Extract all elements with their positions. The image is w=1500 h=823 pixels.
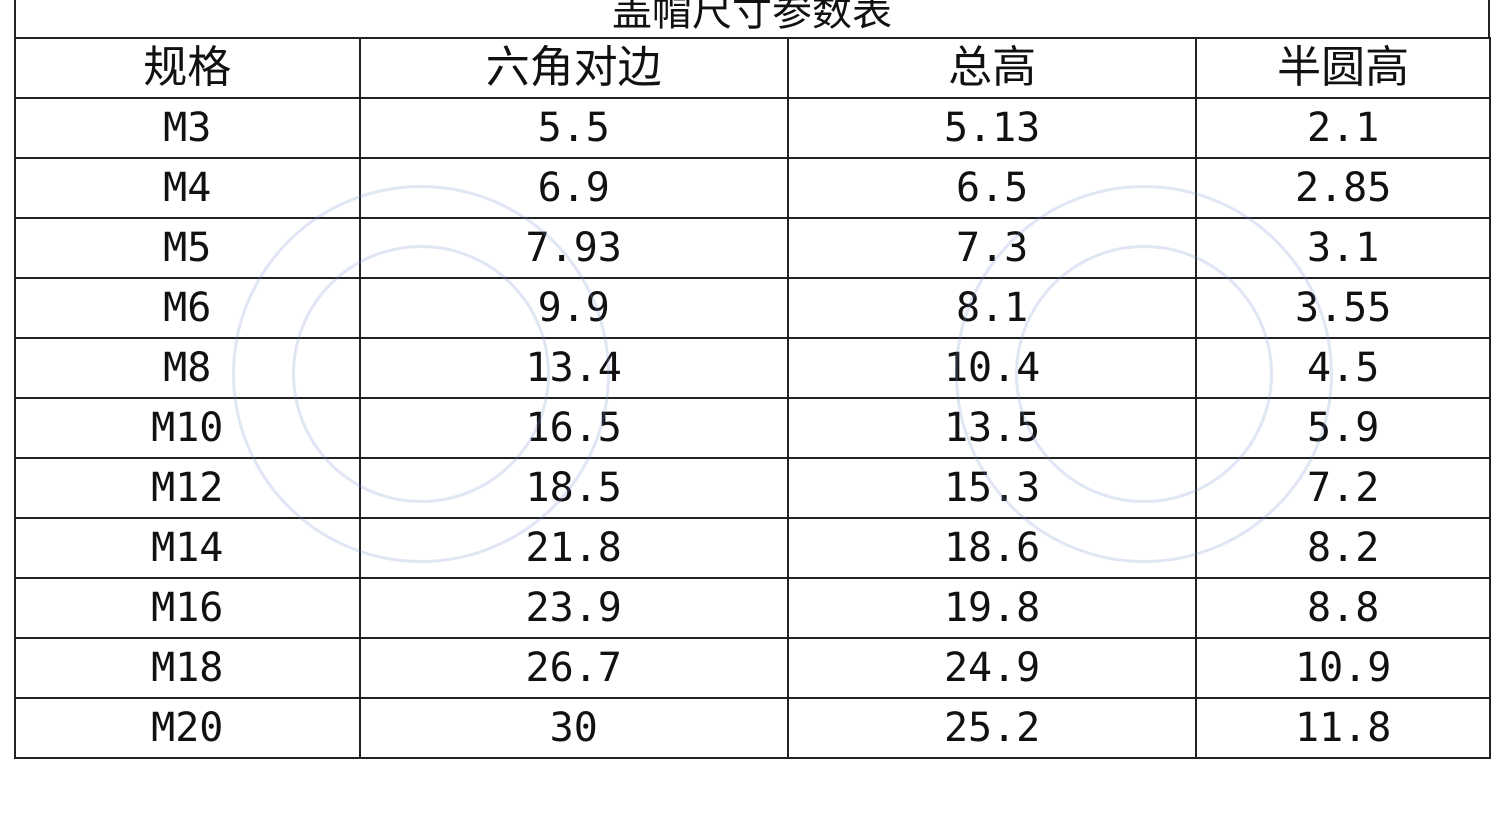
cell-total-height: 18.6: [786, 517, 1198, 579]
cell-dome-height: 3.55: [1195, 277, 1491, 339]
cell-dome-height: 2.85: [1195, 157, 1491, 219]
table-row: M20 30 25.2 11.8: [14, 697, 1491, 759]
cell-hex-across-flats: 21.8: [358, 517, 789, 579]
cell-hex-across-flats: 6.9: [358, 157, 789, 219]
table-title: 盖帽尺寸参数表: [612, 0, 892, 35]
cell-total-height: 7.3: [786, 217, 1198, 279]
table-row: M3 5.5 5.13 2.1: [14, 97, 1491, 159]
table-row: M12 18.5 15.3 7.2: [14, 457, 1491, 519]
header-hex-across-flats: 六角对边: [358, 37, 789, 99]
table-row: M16 23.9 19.8 8.8: [14, 577, 1491, 639]
table-row: M18 26.7 24.9 10.9: [14, 637, 1491, 699]
table-row: M8 13.4 10.4 4.5: [14, 337, 1491, 399]
cell-spec: M4: [14, 157, 361, 219]
cell-spec: M8: [14, 337, 361, 399]
cell-spec: M16: [14, 577, 361, 639]
cell-dome-height: 7.2: [1195, 457, 1491, 519]
title-frame: [14, 0, 1490, 38]
cell-spec: M18: [14, 637, 361, 699]
cell-spec: M14: [14, 517, 361, 579]
cell-hex-across-flats: 9.9: [358, 277, 789, 339]
table-row: M10 16.5 13.5 5.9: [14, 397, 1491, 459]
header-row: 规格 六角对边 总高 半圆高: [14, 37, 1491, 99]
cell-total-height: 15.3: [786, 457, 1198, 519]
cell-dome-height: 3.1: [1195, 217, 1491, 279]
cell-dome-height: 11.8: [1195, 697, 1491, 759]
cell-hex-across-flats: 7.93: [358, 217, 789, 279]
cell-spec: M5: [14, 217, 361, 279]
cell-hex-across-flats: 13.4: [358, 337, 789, 399]
cell-total-height: 8.1: [786, 277, 1198, 339]
cell-total-height: 6.5: [786, 157, 1198, 219]
cap-nut-dimension-table: 规格 六角对边 总高 半圆高 M3 5.5 5.13 2.1 M4 6.9 6.5 2.85 M…: [14, 37, 1491, 759]
cell-hex-across-flats: 16.5: [358, 397, 789, 459]
cell-hex-across-flats: 30: [358, 697, 789, 759]
cell-dome-height: 5.9: [1195, 397, 1491, 459]
cell-spec: M10: [14, 397, 361, 459]
header-dome-height: 半圆高: [1195, 37, 1491, 99]
cell-spec: M6: [14, 277, 361, 339]
cell-dome-height: 10.9: [1195, 637, 1491, 699]
cell-total-height: 19.8: [786, 577, 1198, 639]
table-row: M4 6.9 6.5 2.85: [14, 157, 1491, 219]
cell-dome-height: 8.8: [1195, 577, 1491, 639]
cell-spec: M12: [14, 457, 361, 519]
cell-total-height: 24.9: [786, 637, 1198, 699]
cell-dome-height: 2.1: [1195, 97, 1491, 159]
cell-dome-height: 8.2: [1195, 517, 1491, 579]
table-row: M14 21.8 18.6 8.2: [14, 517, 1491, 579]
cell-total-height: 10.4: [786, 337, 1198, 399]
cell-total-height: 25.2: [786, 697, 1198, 759]
cell-hex-across-flats: 23.9: [358, 577, 789, 639]
cell-total-height: 13.5: [786, 397, 1198, 459]
cell-hex-across-flats: 26.7: [358, 637, 789, 699]
cell-hex-across-flats: 18.5: [358, 457, 789, 519]
header-total-height: 总高: [786, 37, 1198, 99]
header-spec: 规格: [14, 37, 361, 99]
cell-spec: M20: [14, 697, 361, 759]
cell-spec: M3: [14, 97, 361, 159]
table-row: M6 9.9 8.1 3.55: [14, 277, 1491, 339]
cell-total-height: 5.13: [786, 97, 1198, 159]
table-row: M5 7.93 7.3 3.1: [14, 217, 1491, 279]
cell-dome-height: 4.5: [1195, 337, 1491, 399]
cell-hex-across-flats: 5.5: [358, 97, 789, 159]
